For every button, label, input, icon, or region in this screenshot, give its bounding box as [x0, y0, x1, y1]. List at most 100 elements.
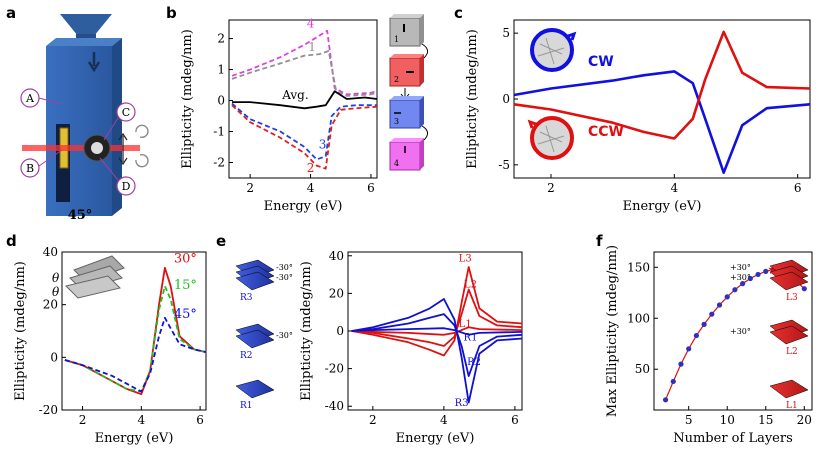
- series-label: R1: [464, 332, 478, 343]
- data-point: [693, 332, 699, 339]
- data-point: [686, 346, 692, 352]
- beam-source: [23, 145, 29, 151]
- cw-disk: [530, 28, 577, 72]
- series-label: 15°: [174, 278, 197, 293]
- chart-b: 2 4 6 -2 -1 0 1 2 Energy (eV) Ellipticity (mdeg/n…: [180, 17, 378, 214]
- state-block-3: 3: [389, 96, 424, 129]
- x-tick-label: 4: [440, 413, 448, 427]
- box-top-face: [46, 38, 122, 46]
- series-label: 45°: [174, 307, 197, 322]
- box-side-face: [112, 38, 122, 216]
- left-stack-label: R2: [240, 351, 253, 361]
- y-tick-label: -40: [325, 399, 344, 413]
- svg-text:3: 3: [394, 117, 399, 126]
- svg-text:2: 2: [394, 75, 399, 84]
- svg-text:4: 4: [394, 159, 399, 168]
- series-line-Avg.: [232, 90, 378, 110]
- panel-d-label: d: [6, 232, 17, 250]
- panel-f-label: f: [596, 232, 603, 250]
- series-line-R2: [351, 313, 523, 377]
- y-tick-label: 2: [217, 32, 225, 46]
- rotation-ccw-icon: [135, 153, 149, 168]
- x-tick-label: 2: [369, 413, 377, 427]
- y-tick-label: 0: [217, 94, 225, 108]
- box-front-face: [46, 46, 112, 216]
- theta-1: θ: [52, 271, 60, 285]
- state-block-4: 4: [389, 138, 424, 171]
- y-tick-label: -2: [213, 156, 225, 170]
- x-tick-label: 4: [138, 413, 146, 427]
- series-line-45°: [64, 316, 207, 393]
- vertical-arrow-icon: [118, 132, 128, 166]
- data-point: [716, 302, 723, 308]
- data-point: [662, 397, 669, 403]
- plot-frame: [61, 251, 207, 411]
- detector-aperture: [91, 142, 103, 154]
- svg-text:A: A: [25, 92, 35, 105]
- series-label: 3: [319, 138, 327, 152]
- right-stack-label: L2: [786, 347, 798, 357]
- left-angle-label: -30°: [276, 331, 293, 340]
- y-tick-label: 50: [635, 362, 650, 376]
- layer-stack: [235, 259, 275, 291]
- data-point: [678, 361, 684, 367]
- series-label: L1: [459, 319, 472, 330]
- chart-c: 2 4 6 -5 0 5 Energy (eV) Ellipticity (mdeg/nm): [465, 19, 811, 214]
- x-tick-label: 6: [367, 181, 375, 195]
- rotation-angle: 45°: [68, 208, 93, 223]
- layer-stack: [235, 323, 275, 349]
- panel-b-blocks: 1 2 3 4: [389, 14, 428, 171]
- right-angle-label: +30°: [730, 263, 751, 272]
- x-tick-label: 2: [246, 181, 254, 195]
- layer-stack: [235, 379, 275, 399]
- x-tick-label: 20: [797, 413, 812, 427]
- svg-text:1: 1: [394, 35, 399, 44]
- ccw-disk: [527, 116, 574, 160]
- x-tick-label: 6: [511, 413, 519, 427]
- left-angle-label: -30°: [276, 263, 293, 272]
- series-line-R3: [351, 298, 523, 404]
- right-angle-label: +30°: [730, 273, 751, 282]
- callout-c: C: [103, 102, 136, 141]
- chart-d: 2 4 6 -20 0 20 40 Energy (eV) Ellipticity (mdeg/…: [13, 245, 207, 446]
- callout-b: B: [20, 149, 63, 178]
- data-point: [755, 271, 761, 278]
- series-line-4: [231, 29, 378, 96]
- y-tick-label: 40: [329, 249, 344, 263]
- panel-e-label: e: [216, 232, 226, 250]
- y-axis-label: Ellipticity (mdeg/nm): [13, 261, 28, 401]
- y-tick-label: 5: [502, 26, 510, 40]
- left-angle-label: -30°: [276, 273, 293, 282]
- data-point: [732, 287, 738, 293]
- x-axis-label: Number of Layers: [673, 431, 793, 446]
- layer-stack: [769, 379, 809, 399]
- svg-text:C: C: [122, 106, 130, 119]
- light-beam: [22, 145, 140, 151]
- x-axis-label: Energy (eV): [95, 431, 174, 446]
- x-tick-label: 5: [685, 413, 693, 427]
- layer-stack: [769, 259, 809, 291]
- y-axis-label: Ellipticity (mdeg/nm): [299, 261, 314, 401]
- y-tick-label: 0: [502, 92, 510, 106]
- series-line-1: [231, 50, 378, 97]
- series-label: 1: [308, 40, 316, 54]
- curved-arrow-icon: [421, 125, 428, 141]
- callout-a: A: [20, 88, 63, 108]
- series-line-L1: [351, 326, 523, 336]
- y-tick-label: -5: [498, 158, 510, 172]
- right-stack-label: L1: [786, 401, 798, 411]
- series-line-CW: [513, 70, 811, 174]
- y-axis-label: Ellipticity (mdeg/nm): [180, 29, 195, 169]
- x-tick-label: 4: [307, 181, 315, 195]
- x-tick-label: 2: [79, 413, 87, 427]
- data-point: [740, 281, 746, 287]
- y-tick-label: 150: [627, 260, 650, 274]
- y-tick-label: 0: [336, 324, 344, 338]
- y-tick-label: 100: [627, 311, 650, 325]
- series-label: R2: [467, 357, 481, 368]
- x-tick-label: 6: [794, 181, 802, 195]
- series-line-L3: [351, 266, 523, 357]
- panel-c-label: c: [454, 4, 463, 22]
